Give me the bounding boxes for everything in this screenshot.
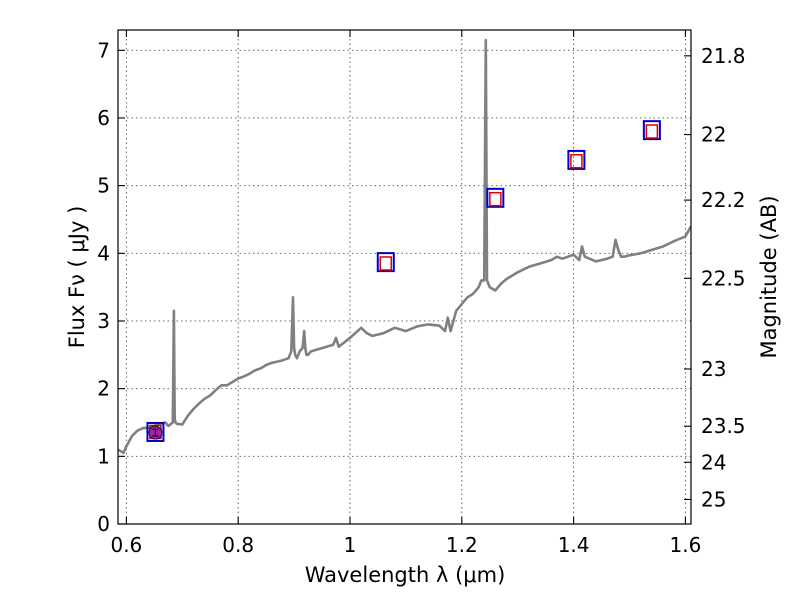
grid-layer: [118, 30, 691, 524]
y2-tick-label: 22.5: [701, 266, 746, 290]
x-tick-label: 1.4: [558, 533, 590, 557]
y2-tick-label: 21.8: [701, 44, 746, 68]
observed-photometry-point: [570, 154, 583, 169]
x-tick-label: 0.6: [110, 533, 142, 557]
observed-photometry-point: [645, 124, 659, 139]
y-tick-label: 1: [97, 444, 110, 468]
observed-photometry-point: [489, 191, 502, 207]
series-layer: [118, 38, 691, 455]
y-tick-label: 3: [97, 309, 110, 333]
y2-tick-label: 25: [701, 487, 726, 511]
marker-layer: [146, 120, 661, 442]
model-photometry-point: [376, 252, 395, 273]
y2-tick-label: 23.5: [701, 414, 746, 438]
x-tick-label: 1: [344, 533, 357, 557]
spectrum-line: [118, 38, 691, 455]
y-axis-label: Flux Fν ( μJy ): [65, 206, 89, 349]
x-tick-label: 1.2: [446, 533, 478, 557]
y2-tick-label: 23: [701, 357, 726, 381]
y-tick-label: 4: [97, 241, 110, 265]
y-tick-label: 2: [97, 377, 110, 401]
y2-axis-label: Magnitude (AB): [757, 195, 781, 358]
model-photometry-point: [146, 421, 165, 442]
y-tick-label: 5: [97, 174, 110, 198]
x-tick-label: 1.6: [670, 533, 702, 557]
model-photometry-point: [486, 187, 505, 208]
x-axis-label: Wavelength λ (μm): [305, 563, 506, 587]
y2-tick-label: 22.2: [701, 188, 746, 212]
observed-photometry-point: [379, 256, 393, 271]
y2-tick-label: 22: [701, 123, 726, 147]
y-tick-label: 7: [97, 38, 110, 62]
y-tick-label: 6: [97, 106, 110, 130]
model-photometry-point: [567, 149, 586, 170]
x-tick-label: 0.8: [222, 533, 254, 557]
model-photometry-point: [642, 120, 661, 141]
y2-tick-label: 24: [701, 450, 726, 474]
plot-frame: [117, 29, 692, 525]
y-tick-label: 0: [97, 512, 110, 536]
